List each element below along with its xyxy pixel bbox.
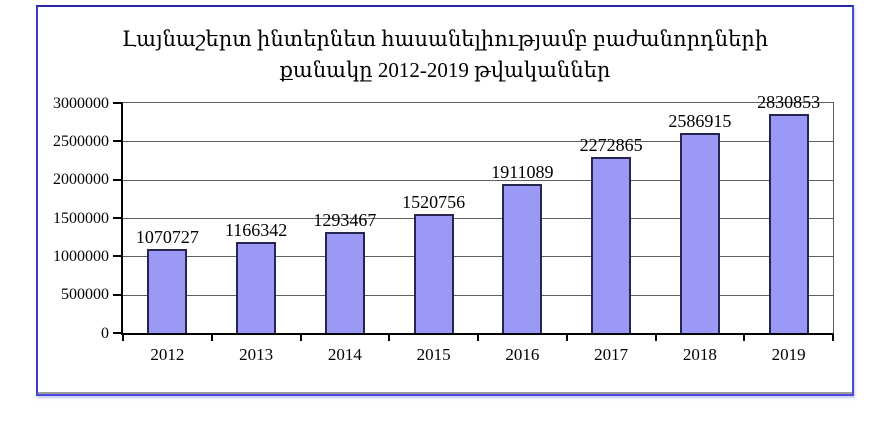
x-axis-tick-label: 2015	[416, 345, 451, 364]
bar-value-label: 2272865	[579, 135, 643, 155]
x-axis-tick-label: 2019	[771, 345, 806, 364]
bar-value-label: 1911089	[491, 162, 554, 182]
y-axis-tick-mark	[113, 293, 121, 296]
bar	[147, 249, 188, 333]
bar	[768, 114, 809, 333]
y-axis-tick-mark	[113, 255, 121, 258]
gridline	[123, 294, 833, 296]
gridline	[123, 218, 833, 219]
y-axis-tick-mark	[113, 140, 121, 143]
x-axis-tick-label: 2014	[327, 345, 362, 364]
y-axis-tick-label: 1000000	[53, 247, 109, 265]
x-axis-tick-mark	[388, 335, 391, 341]
y-axis-tick-label: 500000	[61, 286, 109, 304]
bar-value-label: 1293467	[313, 210, 377, 230]
y-axis-tick-label: 1500000	[53, 209, 109, 227]
x-axis-tick-label: 2017	[594, 345, 629, 364]
y-axis-tick-mark	[113, 178, 121, 181]
bar	[413, 214, 454, 333]
chart-frame: Լայնաշերտ ինտերնետ հասանելիությամբ բաժան…	[36, 5, 854, 396]
x-axis-tick-mark	[122, 335, 124, 341]
x-axis-tick-label: 2016	[505, 345, 540, 364]
x-axis-tick-label: 2018	[682, 345, 717, 364]
x-axis-tick-mark	[299, 335, 302, 341]
y-axis-tick-mark	[113, 217, 121, 219]
x-axis-tick-label: 2012	[150, 345, 185, 364]
bar	[324, 232, 365, 333]
gridline	[123, 256, 833, 258]
chart-title-line-1: Լայնաշերտ ինտերնետ հասանելիությամբ բաժան…	[121, 27, 769, 51]
bar	[679, 133, 720, 333]
y-axis-tick-label: 2500000	[53, 132, 109, 150]
y-axis-tick-label: 0	[101, 324, 109, 342]
y-axis-tick-mark	[113, 102, 121, 104]
bar-value-label: 1520756	[402, 192, 466, 212]
y-axis-tick-label: 2000000	[53, 171, 109, 189]
x-axis-tick-mark	[743, 335, 746, 341]
bar-value-label: 1070727	[135, 227, 199, 247]
x-axis-tick-mark	[477, 335, 479, 341]
bar	[591, 157, 632, 333]
x-axis-tick-mark	[832, 335, 834, 341]
bar-value-label: 1166342	[224, 220, 288, 240]
chart-title-line-2: քանակը 2012-2019 թվականներ	[279, 58, 611, 82]
y-axis-tick-mark	[113, 332, 121, 334]
x-axis-tick-mark	[565, 335, 568, 341]
x-axis-tick-mark	[210, 335, 213, 341]
x-axis-tick-mark	[654, 335, 657, 341]
x-axis-tick-label: 2013	[239, 345, 274, 364]
bar-value-label: 2586915	[668, 111, 732, 131]
chart-title: Լայնաշերտ ինտերնետ հասանելիությամբ բաժան…	[38, 24, 852, 86]
bar-value-label: 2830853	[757, 92, 821, 112]
gridline	[123, 179, 833, 181]
bar	[502, 184, 543, 333]
gridline	[123, 141, 833, 143]
plot-area: 1070727 1166342 1293467 1520756 1911089 22728…	[121, 93, 834, 335]
bar	[236, 242, 277, 333]
y-axis-tick-label: 3000000	[53, 94, 109, 112]
